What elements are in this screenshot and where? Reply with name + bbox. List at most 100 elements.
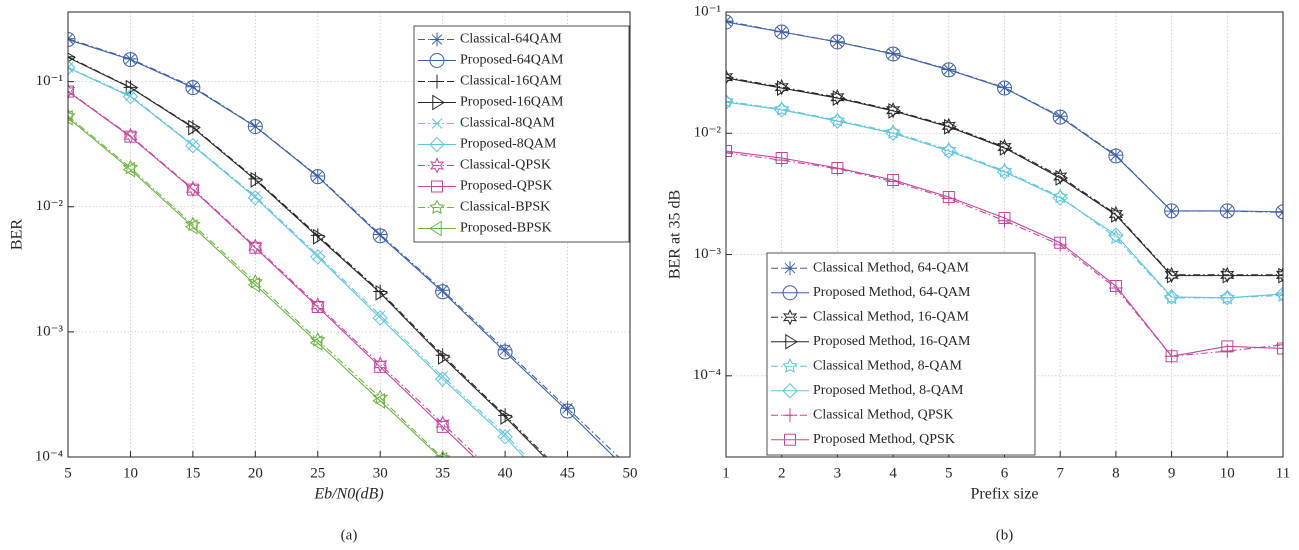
marker bbox=[726, 94, 734, 110]
legend-marker bbox=[784, 433, 796, 446]
marker bbox=[1276, 337, 1283, 352]
marker bbox=[1108, 280, 1123, 295]
legend-label: Classical-QPSK bbox=[460, 158, 551, 173]
marker bbox=[497, 344, 513, 360]
legend-label: Classical-64QAM bbox=[460, 32, 562, 47]
marker bbox=[122, 88, 139, 105]
y-axis-title: BER bbox=[9, 219, 26, 250]
marker bbox=[560, 401, 575, 416]
legend-label: Proposed Method, 8-QAM bbox=[813, 383, 964, 398]
x-tick-label: 3 bbox=[834, 465, 842, 481]
y-tick-label: 10⁻¹ bbox=[36, 73, 63, 89]
marker bbox=[941, 117, 956, 135]
marker bbox=[1222, 267, 1236, 284]
series-line bbox=[68, 115, 443, 457]
marker bbox=[247, 119, 263, 135]
marker bbox=[777, 80, 790, 96]
marker bbox=[247, 190, 264, 206]
marker bbox=[1278, 267, 1283, 284]
legend-box bbox=[766, 252, 1036, 456]
marker bbox=[885, 124, 901, 139]
marker bbox=[372, 228, 388, 244]
legend-marker bbox=[783, 408, 797, 423]
x-axis-title: Eb/N0(dB) bbox=[313, 486, 383, 503]
marker bbox=[68, 52, 76, 63]
marker bbox=[996, 80, 1013, 96]
legend-marker bbox=[782, 383, 798, 399]
marker bbox=[435, 283, 450, 298]
legend-marker bbox=[782, 309, 798, 326]
marker bbox=[997, 138, 1012, 156]
marker bbox=[1164, 266, 1179, 284]
marker bbox=[1108, 148, 1123, 163]
legend-marker bbox=[431, 118, 443, 129]
marker bbox=[996, 162, 1013, 178]
marker bbox=[775, 152, 788, 165]
marker bbox=[1052, 188, 1068, 204]
legend-label: Classical Method, QPSK bbox=[813, 407, 953, 422]
legend-label: Proposed-64QAM bbox=[460, 53, 564, 68]
marker bbox=[726, 145, 732, 158]
marker bbox=[374, 310, 386, 321]
marker bbox=[1275, 287, 1283, 303]
marker bbox=[1108, 229, 1124, 245]
marker bbox=[831, 162, 844, 175]
marker bbox=[885, 125, 901, 141]
marker bbox=[942, 191, 955, 204]
marker bbox=[1219, 203, 1235, 219]
marker bbox=[500, 481, 511, 492]
marker bbox=[310, 249, 326, 265]
marker bbox=[999, 140, 1013, 156]
marker bbox=[726, 68, 734, 86]
marker bbox=[888, 102, 902, 119]
marker bbox=[1111, 207, 1124, 223]
legend-label: Proposed-16QAM bbox=[460, 95, 564, 110]
marker bbox=[941, 141, 957, 157]
marker bbox=[437, 349, 451, 365]
marker bbox=[944, 118, 957, 135]
y-tick-label: 10⁻¹ bbox=[694, 3, 721, 19]
marker bbox=[829, 113, 846, 129]
legend-marker bbox=[429, 53, 445, 68]
x-tick-label: 6 bbox=[1001, 465, 1009, 481]
legend-marker bbox=[429, 220, 442, 237]
marker bbox=[498, 342, 513, 357]
marker bbox=[829, 34, 845, 50]
legend-label: Classical Method, 64-QAM bbox=[813, 260, 969, 275]
x-tick-label: 50 bbox=[623, 465, 638, 481]
marker bbox=[434, 449, 451, 457]
marker bbox=[185, 79, 200, 94]
marker bbox=[186, 183, 199, 196]
marker bbox=[1166, 267, 1180, 284]
legend-marker bbox=[429, 199, 445, 215]
legend-marker bbox=[431, 180, 443, 193]
legend-label: Classical-16QAM bbox=[460, 74, 562, 89]
marker bbox=[885, 46, 901, 62]
x-tick-label: 15 bbox=[185, 465, 200, 481]
x-tick-label: 25 bbox=[310, 465, 325, 481]
legend-box bbox=[413, 25, 630, 243]
x-tick-label: 5 bbox=[945, 465, 953, 481]
x-tick-label: 10 bbox=[123, 465, 138, 481]
marker bbox=[310, 169, 326, 185]
marker bbox=[561, 497, 575, 511]
marker bbox=[68, 32, 76, 48]
marker bbox=[832, 90, 846, 107]
legend-marker bbox=[430, 32, 444, 47]
marker bbox=[997, 213, 1012, 228]
marker bbox=[372, 392, 385, 409]
marker bbox=[311, 301, 324, 314]
series-line bbox=[726, 77, 1283, 277]
x-tick-label: 45 bbox=[560, 465, 575, 481]
marker bbox=[435, 415, 450, 432]
marker bbox=[249, 191, 261, 202]
marker bbox=[996, 164, 1013, 180]
marker bbox=[312, 249, 324, 261]
caption: (a) bbox=[341, 527, 358, 543]
y-axis-title: BER at 35 dB bbox=[667, 190, 684, 279]
axes-frame bbox=[725, 11, 1284, 458]
marker bbox=[1275, 266, 1283, 284]
x-tick-label: 10 bbox=[1220, 465, 1235, 481]
marker bbox=[998, 212, 1011, 225]
x-tick-label: 1 bbox=[722, 465, 730, 481]
